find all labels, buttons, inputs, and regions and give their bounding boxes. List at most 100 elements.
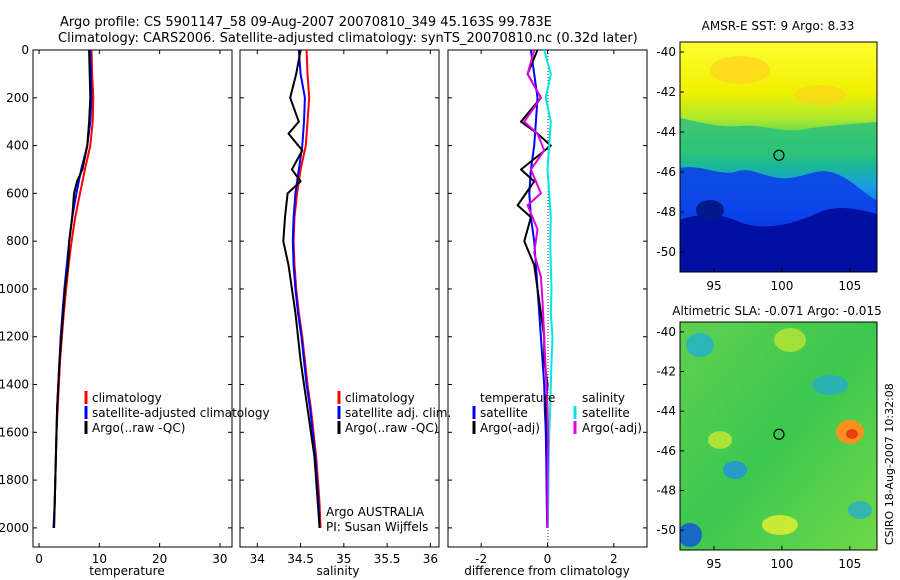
sla-low-patch xyxy=(686,333,714,357)
sst-map-frame xyxy=(679,41,878,273)
salinity-y-ticks xyxy=(240,49,439,529)
sst-eddy xyxy=(696,200,724,220)
map-x-tick-label: 95 xyxy=(706,557,721,571)
sla-low-patch xyxy=(848,501,872,519)
series-line xyxy=(291,49,321,528)
sst-warm-patch xyxy=(794,85,846,105)
y-tick-label: 400 xyxy=(6,139,29,153)
series-line xyxy=(523,49,550,528)
y-tick-label: 1400 xyxy=(0,378,29,392)
difference-x-ticks: -2 0 2 xyxy=(475,50,618,566)
y-tick-label: 2000 xyxy=(0,521,29,535)
figure-title-line2: Climatology: CARS2006. Satellite-adjuste… xyxy=(58,31,638,46)
y-tick-label: 1200 xyxy=(0,330,29,344)
salinity-axes-box xyxy=(239,49,440,548)
sst-deep-cold xyxy=(680,208,877,272)
sst-front-band xyxy=(680,118,877,159)
y-tick-label: 1800 xyxy=(0,473,29,487)
map-y-tick-label: -40 xyxy=(656,325,676,339)
difference-series xyxy=(516,49,554,528)
map-y-tick-label: -46 xyxy=(656,444,676,458)
x-tick-label: 0 xyxy=(35,552,43,566)
map-y-tick-label: -46 xyxy=(656,165,676,179)
sst-map-title: AMSR-E SST: 9 Argo: 8.33 xyxy=(702,19,855,33)
map-y-tick-label: -44 xyxy=(656,404,676,418)
x-tick-label: 10 xyxy=(92,552,107,566)
legend-label-argo: Argo(..raw -QC) xyxy=(345,421,438,435)
map-x-tick-label: 100 xyxy=(770,557,793,571)
x-tick-label: 30 xyxy=(212,552,227,566)
sla-high-patch xyxy=(774,328,806,352)
map-y-tick-label: -48 xyxy=(656,484,676,498)
difference-legend: temperature satellite Argo(-adj) salinit… xyxy=(472,391,642,435)
difference-xlabel: difference from climatology xyxy=(464,564,630,578)
sla-high-core xyxy=(846,429,858,439)
legend-label-climatology: climatology xyxy=(92,391,162,405)
x-tick-label: 20 xyxy=(152,552,167,566)
x-tick-label: 0 xyxy=(544,552,552,566)
legend-label-salinity-satellite: satellite xyxy=(582,406,630,420)
y-tick-label: 800 xyxy=(6,234,29,248)
sla-low-patch xyxy=(812,375,848,395)
legend-label-satellite: satellite-adjusted climatology xyxy=(92,406,270,420)
x-tick-label: 35 xyxy=(336,552,351,566)
legend-heading-salinity: salinity xyxy=(582,391,625,405)
map-y-tick-label: -44 xyxy=(656,125,676,139)
difference-panel: -2 0 2 difference from climatology tempera… xyxy=(447,49,648,578)
salinity-x-ticks: 34 34.5 35 35.5 36 xyxy=(250,50,438,566)
x-tick-label: 2 xyxy=(610,552,618,566)
y-tick-label: 0 xyxy=(21,43,29,57)
sla-low-patch xyxy=(723,461,747,479)
y-tick-label: 1600 xyxy=(0,425,29,439)
y-tick-label: 600 xyxy=(6,186,29,200)
salinity-legend: climatology satellite adj. clim. Argo(..… xyxy=(337,391,451,435)
temperature-x-ticks: 0 10 20 30 xyxy=(35,50,228,566)
series-line xyxy=(52,49,93,528)
x-tick-label: 34.5 xyxy=(287,552,314,566)
map-y-tick-label: -50 xyxy=(656,245,676,259)
sla-map-y-ticks: -40 -42 -44 -46 -48 -50 xyxy=(656,325,684,537)
series-line xyxy=(52,49,95,529)
argo-float-marker xyxy=(773,149,785,161)
sst-map-y-ticks: -40 -42 -44 -46 -48 -50 xyxy=(656,45,684,259)
temperature-xlabel: temperature xyxy=(89,564,164,578)
x-tick-label: 35.5 xyxy=(374,552,401,566)
sla-map-panel: Altimetric SLA: -0.071 Argo: -0.015 -40-… xyxy=(656,304,881,571)
temperature-axes-box xyxy=(32,49,233,548)
y-tick-label: 200 xyxy=(6,91,29,105)
temperature-y-ticks: 0 200 400 600 800 1000 1200 1400 1600 1800 2000 xyxy=(0,43,232,535)
legend-label-temperature-satellite: satellite xyxy=(480,406,528,420)
x-tick-label: -2 xyxy=(475,552,487,566)
sla-map-x-ticks: 95 100 105 xyxy=(706,546,861,571)
x-tick-label: 36 xyxy=(423,552,438,566)
legend-heading-temperature: temperature xyxy=(480,391,555,405)
map-y-tick-label: -40 xyxy=(656,45,676,59)
salinity-series xyxy=(282,49,322,528)
sla-high-patch xyxy=(762,515,798,535)
map-y-tick-label: -42 xyxy=(656,365,676,379)
salinity-xlabel: salinity xyxy=(316,564,359,578)
series-line xyxy=(516,49,552,528)
legend-label-climatology: climatology xyxy=(345,391,415,405)
figure-title-line1: Argo profile: CS 5901147_58 09-Aug-2007 … xyxy=(60,15,552,30)
argo-float-marker xyxy=(773,428,785,440)
float-program-annotation: Argo AUSTRALIA xyxy=(326,505,425,519)
map-x-tick-label: 95 xyxy=(706,279,721,293)
sst-warm-patch xyxy=(710,56,770,84)
temperature-panel: 0 200 400 600 800 1000 1200 1400 1600 1800 2000 0 1… xyxy=(0,43,270,578)
legend-label-salinity-argo: Argo(-adj) xyxy=(582,421,642,435)
map-y-tick-label: -42 xyxy=(656,85,676,99)
production-stamp: CSIRO 18-Aug-2007 10:32:08 xyxy=(883,383,896,545)
map-y-tick-label: -50 xyxy=(656,523,676,537)
series-line xyxy=(282,49,321,528)
legend-label-argo: Argo(..raw -QC) xyxy=(92,421,185,435)
salinity-panel: 34 34.5 35 35.5 36 salinity climatology sate… xyxy=(239,49,451,578)
sst-map-panel: AMSR-E SST: 9 Argo: 8.33 -40 -42 -44 -46 -48… xyxy=(656,19,878,293)
map-x-tick-label: 105 xyxy=(838,557,861,571)
sla-map-title: Altimetric SLA: -0.071 Argo: -0.015 xyxy=(672,304,881,318)
legend-label-satellite: satellite adj. clim. xyxy=(345,406,451,420)
principal-investigator-annotation: PI: Susan Wijffels xyxy=(326,520,428,534)
temperature-legend: climatology satellite-adjusted climatolo… xyxy=(84,391,270,435)
map-x-tick-label: 100 xyxy=(770,279,793,293)
y-tick-label: 1000 xyxy=(0,282,29,296)
